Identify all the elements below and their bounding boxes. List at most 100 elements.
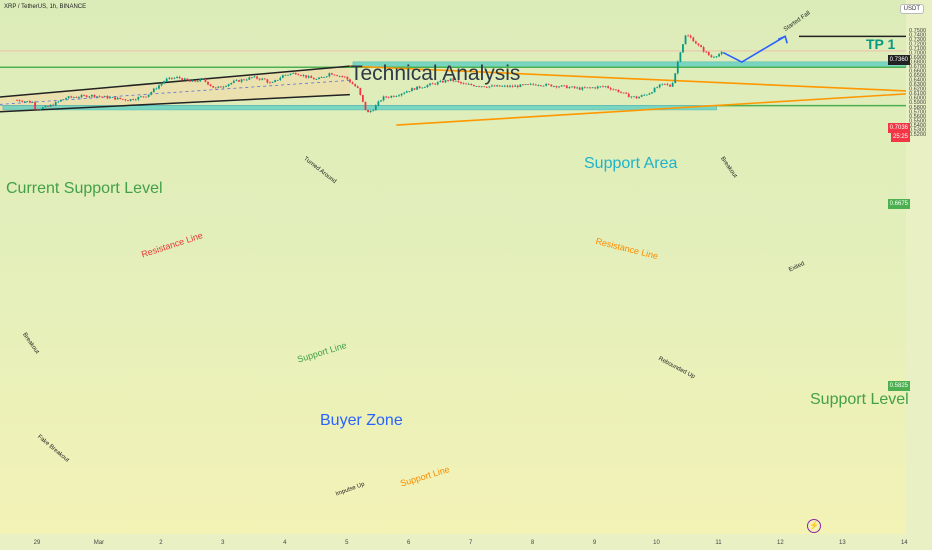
currency-badge[interactable]: USDT bbox=[899, 4, 924, 14]
candle-body bbox=[488, 86, 491, 88]
candle-body bbox=[472, 85, 475, 87]
candle-body bbox=[279, 77, 282, 80]
candle-body bbox=[54, 101, 57, 106]
y-tick-label: 0.6900 bbox=[909, 55, 926, 61]
candle-body bbox=[263, 78, 266, 80]
candle-body bbox=[661, 83, 664, 85]
projection-arrowhead bbox=[777, 35, 788, 44]
candle-body bbox=[155, 88, 158, 90]
candle-body bbox=[627, 93, 630, 98]
candle-body bbox=[201, 78, 204, 80]
candle-body bbox=[70, 96, 73, 98]
candle-body bbox=[467, 83, 470, 85]
y-tick-label: 0.5600 bbox=[909, 114, 926, 120]
candle-body bbox=[558, 86, 560, 88]
candle-body bbox=[715, 56, 718, 58]
analysis-title: Technical Analysis bbox=[350, 62, 521, 85]
candle-body bbox=[599, 86, 602, 88]
candle-body bbox=[475, 86, 478, 87]
y-tick-label: 0.7500 bbox=[909, 28, 926, 34]
candle-body bbox=[23, 101, 26, 103]
candle-body bbox=[18, 100, 21, 102]
time-axis-panel bbox=[0, 534, 906, 550]
candle-body bbox=[594, 87, 597, 89]
candle-body bbox=[78, 97, 80, 99]
lightning-icon[interactable]: ⚡ bbox=[807, 519, 821, 533]
candle-body bbox=[418, 86, 421, 88]
candle-body bbox=[506, 85, 509, 87]
candle-body bbox=[47, 105, 49, 107]
candle-body bbox=[542, 85, 545, 87]
y-tick-label: 0.6500 bbox=[909, 73, 926, 79]
candle-body bbox=[225, 86, 227, 87]
candle-body bbox=[692, 37, 695, 42]
x-tick-label: 5 bbox=[345, 540, 349, 546]
symbol-header[interactable]: XRP / TetherUS, 1h, BINANCE bbox=[4, 4, 87, 10]
candle-body bbox=[266, 79, 269, 83]
channel-support-line bbox=[0, 93, 350, 113]
candle-body bbox=[287, 74, 289, 76]
candle-body bbox=[235, 80, 238, 81]
candle-body bbox=[565, 85, 568, 89]
candle-body bbox=[496, 85, 499, 87]
candle-body bbox=[124, 99, 127, 101]
candle-body bbox=[491, 85, 493, 87]
candle-body bbox=[643, 94, 646, 96]
support-level-label: Support Level bbox=[810, 391, 909, 408]
candle-body bbox=[21, 101, 24, 102]
candle-body bbox=[651, 92, 653, 94]
candle-body bbox=[31, 102, 34, 103]
candle-body bbox=[294, 72, 297, 75]
candle-body bbox=[462, 83, 465, 85]
candle-body bbox=[591, 87, 594, 89]
candle-body bbox=[444, 80, 447, 83]
candle-body bbox=[310, 76, 313, 78]
candle-body bbox=[583, 87, 586, 89]
tp-price-tag: 0.7360 bbox=[887, 55, 910, 65]
candle-body bbox=[145, 96, 147, 98]
y-tick-label: 0.7100 bbox=[909, 46, 926, 52]
candle-body bbox=[297, 74, 300, 76]
candle-body bbox=[638, 96, 640, 99]
y-tick-label: 0.7000 bbox=[909, 51, 926, 57]
candle-body bbox=[199, 79, 202, 82]
candle-body bbox=[614, 89, 617, 91]
y-tick-label: 0.6800 bbox=[909, 60, 926, 66]
y-tick-label: 0.5700 bbox=[909, 109, 926, 115]
candle-body bbox=[158, 85, 160, 89]
candle-body bbox=[411, 88, 413, 92]
candle-body bbox=[343, 76, 346, 78]
candle-body bbox=[209, 84, 212, 86]
y-tick-label: 0.5900 bbox=[909, 100, 926, 106]
candle-body bbox=[581, 87, 584, 90]
candle-body bbox=[96, 96, 98, 98]
y-tick-label: 0.6700 bbox=[909, 64, 926, 70]
candle-body bbox=[442, 80, 444, 83]
current-support-level-label: Current Support Level bbox=[6, 180, 163, 197]
candle-body bbox=[493, 85, 496, 87]
candle-body bbox=[204, 78, 207, 82]
candle-body bbox=[369, 110, 372, 113]
candle-body bbox=[121, 98, 124, 100]
candle-body bbox=[689, 35, 692, 38]
candle-body bbox=[41, 107, 44, 110]
candle-body bbox=[434, 83, 437, 85]
candle-body bbox=[284, 74, 287, 76]
candle-body bbox=[705, 51, 708, 53]
candle-body bbox=[676, 61, 679, 74]
candle-body bbox=[207, 81, 209, 85]
candle-body bbox=[258, 78, 261, 80]
candle-body bbox=[560, 85, 563, 87]
x-tick-label: 8 bbox=[531, 540, 535, 546]
candle-body bbox=[93, 94, 96, 98]
candle-body bbox=[640, 95, 643, 97]
candle-body bbox=[589, 87, 591, 89]
candle-body bbox=[220, 86, 222, 88]
candle-body bbox=[351, 82, 354, 85]
candle-body bbox=[276, 79, 279, 81]
candle-body bbox=[710, 55, 713, 58]
candle-body bbox=[470, 83, 473, 86]
candle-body bbox=[449, 78, 452, 81]
candle-body bbox=[83, 95, 86, 96]
